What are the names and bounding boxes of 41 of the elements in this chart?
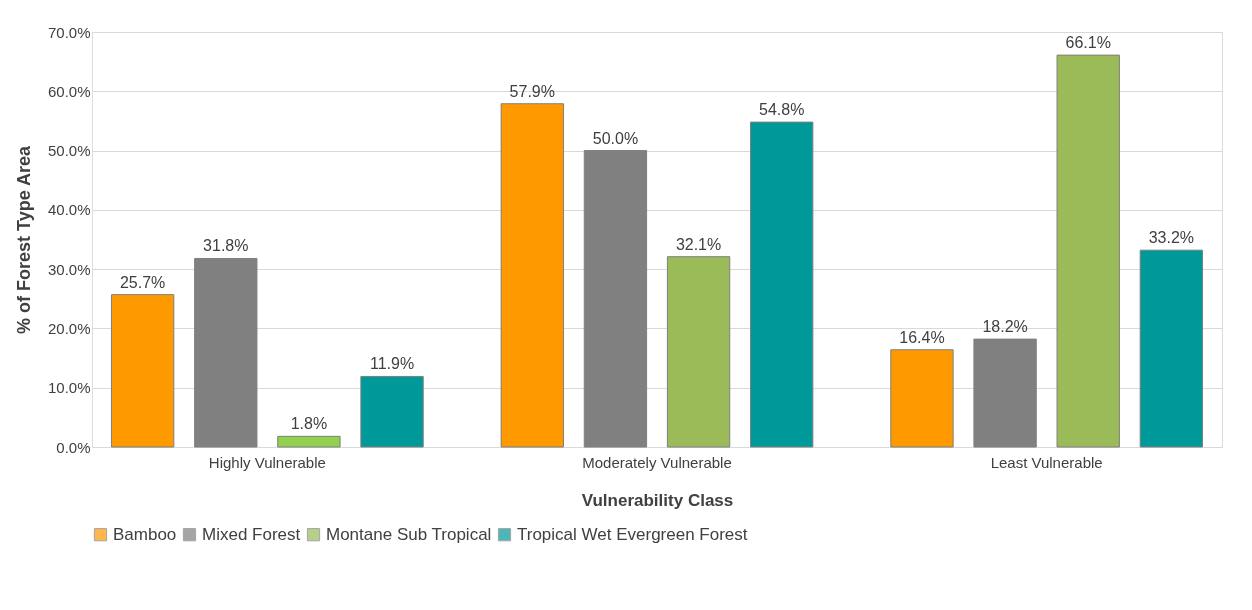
legend-label: Mixed Forest — [202, 524, 301, 544]
bar — [666, 256, 731, 448]
bar — [583, 150, 648, 448]
x-tick-label: Least Vulnerable — [990, 453, 1103, 471]
x-tick-label: Moderately Vulnerable — [582, 453, 732, 471]
legend-label: Montane Sub Tropical — [326, 524, 492, 544]
data-label: 50.0% — [592, 129, 639, 147]
y-tick-label: 0.0% — [56, 438, 91, 456]
data-label: 54.8% — [759, 101, 805, 119]
data-label: 11.9% — [369, 355, 415, 373]
y-tick-label: 40.0% — [47, 201, 91, 219]
bar — [890, 349, 954, 448]
y-tick-label: 20.0% — [47, 319, 91, 337]
bar — [360, 375, 424, 448]
bar — [277, 435, 341, 448]
data-label: 33.2% — [1148, 229, 1195, 247]
y-tick-label: 70.0% — [47, 23, 91, 41]
data-label: 31.8% — [203, 237, 249, 255]
x-tick-label: Highly Vulnerable — [208, 453, 326, 471]
bar — [750, 121, 814, 448]
data-label: 1.8% — [290, 415, 328, 433]
data-label: 57.9% — [509, 82, 555, 100]
data-label: 16.4% — [899, 328, 945, 346]
bar — [500, 103, 564, 448]
data-label: 66.1% — [1065, 34, 1111, 52]
data-label: 25.7% — [119, 273, 166, 291]
bar — [194, 257, 258, 448]
x-axis-title: Vulnerability Class — [581, 490, 734, 510]
y-tick-label: 50.0% — [47, 142, 91, 160]
legend-label: Tropical Wet Evergreen Forest — [517, 524, 748, 544]
bar — [973, 338, 1037, 448]
y-axis-title: % of Forest Type Area — [13, 144, 34, 335]
bar — [1056, 54, 1120, 448]
y-tick-label: 60.0% — [47, 82, 91, 100]
bar — [110, 294, 175, 448]
y-tick-label: 10.0% — [47, 379, 91, 397]
data-label: 18.2% — [982, 318, 1028, 336]
data-label: 32.1% — [675, 235, 722, 253]
legend-label: Bamboo — [113, 524, 177, 544]
bar — [1139, 249, 1204, 448]
y-tick-label: 30.0% — [47, 260, 91, 278]
